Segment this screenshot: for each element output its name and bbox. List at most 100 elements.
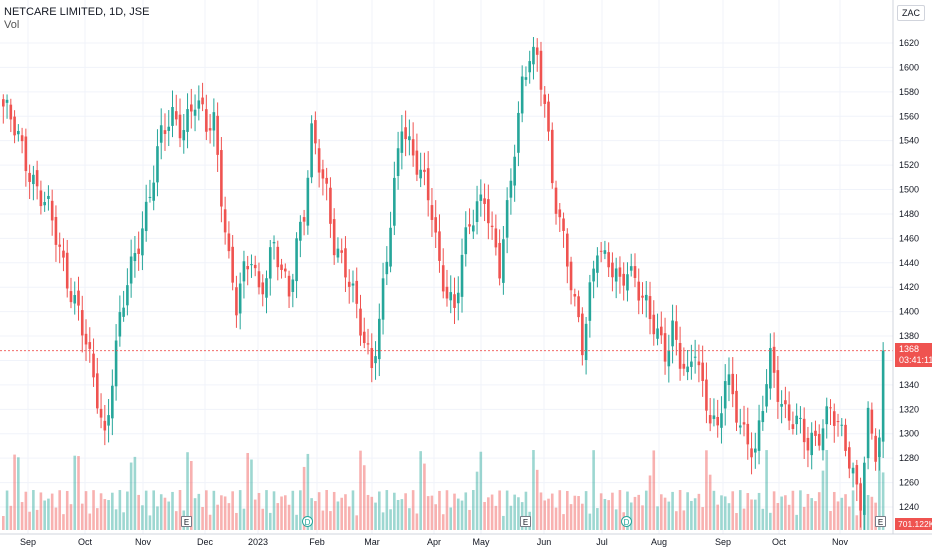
candle-body [855, 465, 859, 485]
volume-bar [133, 456, 137, 530]
dividend-marker[interactable]: D [621, 516, 632, 527]
volume-bar [881, 472, 885, 530]
candle-body [742, 422, 746, 425]
candle-body [332, 219, 336, 256]
volume-bar [780, 496, 783, 530]
candle-body [558, 209, 562, 218]
volume-bar [208, 514, 212, 530]
candle-body [487, 199, 490, 224]
volume-bar [314, 501, 317, 530]
bar-countdown: 03:41:11 [899, 355, 932, 365]
price-tick-label: 1620 [899, 38, 919, 48]
volume-bar [396, 499, 400, 530]
volume-bar [201, 507, 204, 530]
time-tick-label: Mar [364, 537, 380, 547]
candle-body [250, 264, 253, 266]
candle-body [449, 292, 453, 301]
candle-body [611, 262, 614, 278]
volume-bar [96, 508, 99, 530]
candle-body [720, 413, 723, 428]
candle-body [479, 194, 483, 201]
volume-bar [306, 453, 310, 530]
candle-body [648, 296, 652, 320]
time-tick-label: Oct [78, 537, 93, 547]
volume-bar [426, 496, 430, 530]
volume-bar [340, 497, 343, 530]
volume-bar [434, 504, 437, 530]
volume-bar [13, 454, 16, 530]
candle-body [2, 99, 5, 107]
time-tick-label: 2023 [248, 537, 268, 547]
volume-bar [535, 469, 539, 530]
candle-body [50, 200, 54, 221]
volume-bar [190, 460, 193, 530]
candle-body [347, 281, 351, 287]
volume-bar [88, 513, 92, 530]
volume-bar [408, 508, 411, 530]
candle-body [107, 415, 110, 426]
candle-body [705, 379, 708, 411]
candle-body [344, 248, 347, 278]
candle-body [408, 136, 411, 141]
price-tick-label: 1340 [899, 380, 919, 390]
candle-body [5, 99, 9, 103]
candle-body [550, 129, 554, 184]
candle-body [799, 417, 802, 419]
candle-body [543, 94, 547, 104]
price-tick-label: 1440 [899, 258, 919, 268]
candle-body [618, 267, 622, 277]
earnings-marker[interactable]: E [181, 516, 192, 527]
volume-legend: Vol [4, 19, 20, 31]
candle-body [92, 353, 95, 378]
candle-body [784, 400, 787, 405]
candle-body [731, 373, 735, 395]
candle-body [77, 290, 80, 306]
volume-bar [558, 490, 562, 530]
volume-bar [795, 514, 798, 530]
candle-body [445, 286, 449, 299]
volume-bar [325, 490, 328, 530]
earnings-marker[interactable]: E [875, 516, 886, 527]
volume-bar [317, 492, 321, 530]
price-tick-label: 1500 [899, 185, 919, 195]
candle-body [690, 361, 693, 367]
candle-body [573, 294, 577, 297]
candle-body [302, 217, 306, 222]
volume-bar [825, 450, 829, 530]
candle-body [750, 448, 753, 458]
volume-bar [276, 503, 280, 530]
volume-bar [618, 490, 622, 530]
candle-body [163, 130, 167, 134]
volume-bar [738, 490, 742, 530]
candle-body [114, 340, 118, 387]
candle-body [723, 381, 727, 409]
candle-body [581, 313, 584, 356]
volume-bar [137, 494, 140, 530]
candle-body [596, 255, 599, 273]
candle-body [336, 248, 340, 258]
dividend-marker[interactable]: D [302, 516, 313, 527]
candle-body [678, 342, 682, 369]
candle-body [761, 411, 765, 423]
volume-bar [193, 498, 197, 530]
candle-body [47, 195, 50, 199]
volume-bar [65, 490, 69, 530]
volume-bar [690, 500, 693, 530]
volume-bar [50, 493, 54, 530]
earnings-marker[interactable]: E [520, 516, 531, 527]
volume-bar [257, 492, 261, 530]
candle-body [735, 390, 738, 423]
candle-body [791, 424, 795, 429]
volume-bar [231, 491, 234, 530]
volume-bar [629, 502, 633, 530]
time-tick-label: Apr [427, 537, 441, 547]
volume-bar [821, 470, 825, 530]
candle-body [505, 200, 509, 238]
currency-button[interactable]: ZAC [897, 5, 925, 21]
candle-body [359, 308, 362, 336]
volume-bar [799, 490, 802, 530]
candle-body [524, 77, 528, 80]
candle-body [663, 333, 667, 362]
